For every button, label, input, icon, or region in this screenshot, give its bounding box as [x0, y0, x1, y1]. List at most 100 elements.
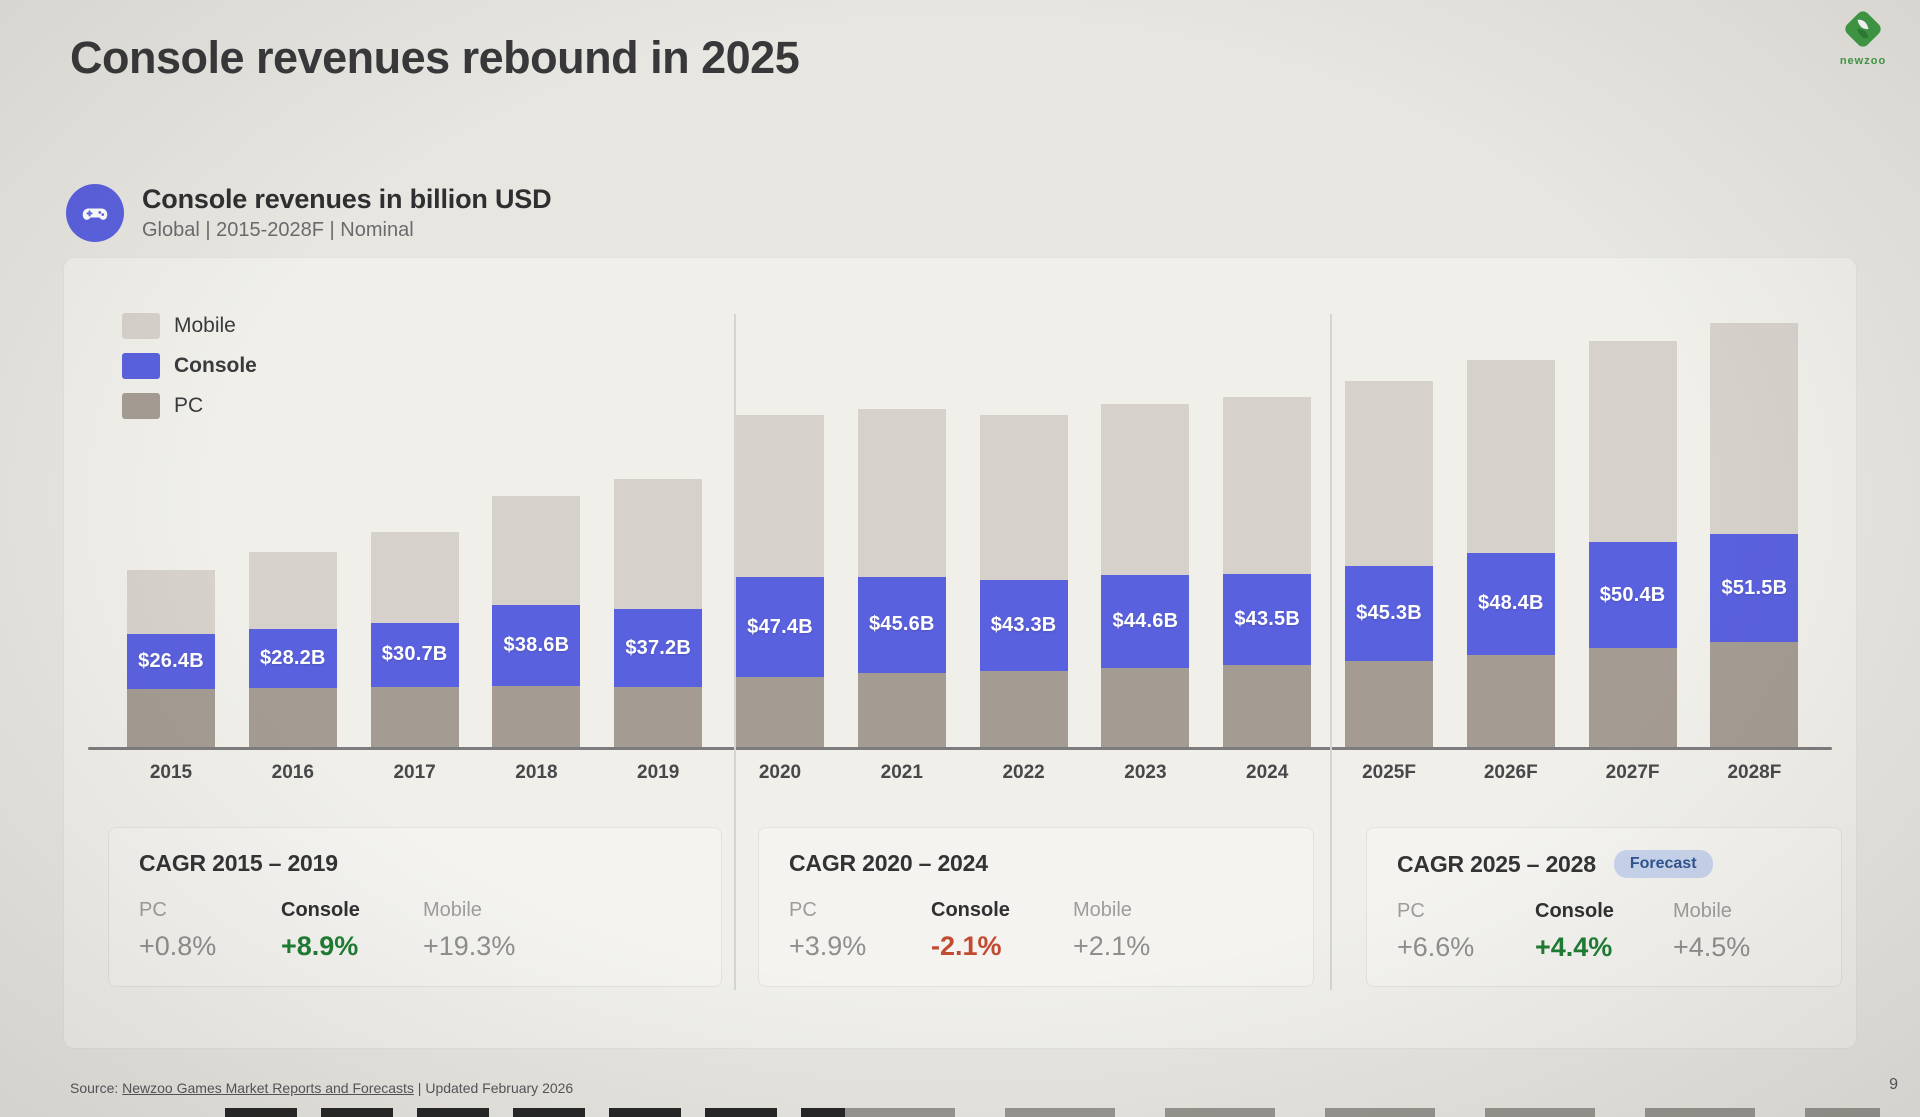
- console-value-label-2024: $43.5B: [1234, 607, 1301, 630]
- bar-segment-console-2024: $43.5B: [1223, 573, 1312, 666]
- cagr-stat-label: PC: [139, 899, 167, 921]
- cagr-stat-console: Console +8.9%: [281, 899, 423, 962]
- cagr-stat-pc: PC +0.8%: [139, 899, 281, 962]
- x-tick-2023: 2023: [1124, 762, 1167, 783]
- console-value-label-2021: $45.6B: [868, 613, 935, 636]
- cagr-stat-value: +6.6%: [1397, 932, 1475, 962]
- bar-segment-mobile-2015: [127, 569, 215, 634]
- chart-subtitle: Global | 2015-2028F | Nominal: [142, 219, 414, 241]
- cagr-card-title: CAGR 2025 – 2028: [1397, 850, 1596, 877]
- group-divider-1: [734, 314, 736, 990]
- cagr-stat-value: +4.4%: [1535, 932, 1613, 962]
- bar-segment-mobile-2022: [979, 414, 1068, 581]
- bar-segment-console-2023: $44.6B: [1101, 574, 1190, 669]
- cagr-card-2: CAGR 2020 – 2024 PC +3.9% Console -2.1% Mobil…: [758, 827, 1314, 987]
- cutoff-dark-blocks: [225, 1108, 845, 1117]
- cagr-stat-mobile: Mobile +2.1%: [1073, 899, 1215, 962]
- bar-segment-pc-2016: [248, 687, 337, 748]
- cagr-stat-label: PC: [789, 899, 817, 921]
- cagr-stat-value: -2.1%: [931, 931, 1002, 961]
- cagr-card-title: CAGR 2020 – 2024: [789, 850, 988, 876]
- bar-segment-console-2017: $30.7B: [370, 622, 459, 688]
- bar-segment-console-2025F: $45.3B: [1345, 565, 1433, 661]
- bar-segment-pc-2017: [370, 687, 459, 748]
- bar-segment-mobile-2017: [370, 531, 459, 623]
- bar-segment-pc-2024: [1223, 665, 1312, 748]
- bar-segment-mobile-2020: [736, 414, 824, 578]
- bar-2018: $38.6B: [492, 496, 581, 748]
- cagr-stat-mobile: Mobile +19.3%: [423, 899, 565, 962]
- source-line: Source: Newzoo Games Market Reports and …: [70, 1080, 573, 1096]
- cagr-stat-label: Console: [281, 899, 360, 921]
- bar-segment-pc-2021: [857, 672, 946, 748]
- bar-2015: $26.4B: [127, 569, 215, 748]
- bar-2023: $44.6B: [1101, 403, 1190, 748]
- console-value-label-2022: $43.3B: [990, 613, 1057, 636]
- cagr-stat-pc: PC +6.6%: [1397, 900, 1535, 963]
- bar-segment-pc-2019: [614, 687, 703, 748]
- bar-segment-console-2022: $43.3B: [979, 580, 1068, 671]
- bar-segment-pc-2015: [127, 689, 215, 748]
- cagr-stat-value: +3.9%: [789, 931, 867, 961]
- x-tick-2019: 2019: [637, 762, 680, 783]
- bar-segment-pc-2022: [979, 670, 1068, 748]
- bar-segment-console-2019: $37.2B: [614, 609, 703, 688]
- console-value-label-2016: $28.2B: [259, 646, 326, 669]
- x-tick-2015: 2015: [149, 762, 193, 783]
- source-link[interactable]: Newzoo Games Market Reports and Forecast…: [122, 1080, 414, 1096]
- source-prefix: Source:: [70, 1080, 119, 1096]
- bar-segment-mobile-2026F: [1466, 359, 1555, 553]
- x-tick-2027F: 2027F: [1605, 762, 1660, 783]
- bar-segment-console-2028F: $51.5B: [1710, 534, 1799, 643]
- x-tick-2028F: 2028F: [1727, 762, 1782, 783]
- bar-2021: $45.6B: [857, 408, 946, 748]
- bar-segment-pc-2018: [492, 686, 581, 748]
- bar-segment-console-2020: $47.4B: [736, 577, 824, 677]
- source-suffix: | Updated February 2026: [413, 1080, 574, 1096]
- x-axis-line: [88, 747, 1832, 750]
- x-tick-2021: 2021: [880, 762, 923, 783]
- bar-chart: $26.4B 2015 $28.2B 2016 $30.7B 2017 $38.6B 2018…: [64, 258, 1856, 1048]
- bar-segment-console-2026F: $48.4B: [1466, 552, 1555, 655]
- bar-segment-console-2015: $26.4B: [127, 633, 215, 690]
- cagr-stat-label: Mobile: [1073, 899, 1132, 921]
- page-title: Console revenues rebound in 2025: [70, 32, 800, 83]
- bar-segment-mobile-2019: [614, 479, 703, 610]
- cagr-stat-label: Mobile: [423, 899, 482, 921]
- bar-segment-console-2027F: $50.4B: [1588, 542, 1677, 649]
- bar-2017: $30.7B: [370, 531, 459, 748]
- x-tick-2022: 2022: [1002, 762, 1045, 783]
- x-tick-2025F: 2025F: [1362, 762, 1416, 783]
- cagr-stat-label: Mobile: [1673, 900, 1732, 922]
- console-value-label-2015: $26.4B: [138, 649, 204, 672]
- console-value-label-2018: $38.6B: [503, 634, 570, 657]
- cagr-card-1: CAGR 2015 – 2019 PC +0.8% Console +8.9% Mobil…: [108, 827, 722, 987]
- bar-segment-console-2021: $45.6B: [857, 576, 946, 673]
- x-tick-2017: 2017: [393, 762, 436, 783]
- cagr-card-3: CAGR 2025 – 2028 Forecast PC +6.6% Console +4…: [1366, 827, 1842, 987]
- cagr-stat-console: Console -2.1%: [931, 899, 1073, 962]
- group-divider-2: [1330, 314, 1332, 990]
- bar-2026F: $48.4B: [1466, 359, 1555, 748]
- legend-swatch-console: [122, 353, 160, 379]
- cagr-stat-value: +19.3%: [423, 931, 516, 961]
- legend-item-console: Console: [122, 350, 257, 382]
- x-tick-2026F: 2026F: [1483, 762, 1538, 783]
- cagr-stat-value: +2.1%: [1073, 931, 1151, 961]
- bar-segment-console-2016: $28.2B: [248, 628, 337, 688]
- bar-2027F: $50.4B: [1588, 340, 1677, 748]
- legend-swatch-mobile: [122, 313, 160, 339]
- cagr-stat-label: Console: [931, 899, 1010, 921]
- bar-segment-console-2018: $38.6B: [492, 605, 581, 687]
- gamepad-icon: [66, 184, 124, 242]
- console-value-label-2025F: $45.3B: [1356, 601, 1422, 624]
- bar-segment-mobile-2016: [248, 552, 337, 629]
- cagr-stat-value: +4.5%: [1673, 932, 1751, 962]
- bar-segment-mobile-2025F: [1345, 380, 1433, 566]
- bar-segment-mobile-2021: [857, 408, 946, 577]
- console-value-label-2017: $30.7B: [381, 643, 448, 666]
- bar-segment-pc-2026F: [1466, 654, 1555, 748]
- cagr-stat-value: +0.8%: [139, 931, 217, 961]
- cutoff-content-strip: [225, 1108, 1880, 1117]
